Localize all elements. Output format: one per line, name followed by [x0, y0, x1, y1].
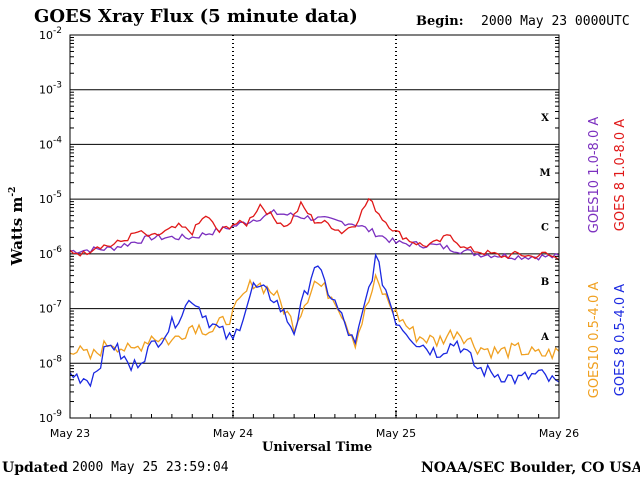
- chart-title: GOES Xray Flux (5 minute data): [34, 6, 358, 27]
- series-line: [69, 208, 560, 261]
- y-tick-label: 10-9: [39, 409, 62, 425]
- flare-class-label: X: [541, 113, 549, 124]
- flare-class-label: B: [541, 277, 549, 288]
- y-tick-base: 10: [39, 303, 53, 316]
- updated-value: 2000 May 25 23:59:04: [72, 460, 229, 475]
- flare-class-label: M: [539, 168, 550, 179]
- y-axis-label-text: Watts m: [8, 197, 26, 267]
- y-tick-exponent: -5: [53, 190, 62, 200]
- y-tick-label: 10-6: [39, 245, 62, 261]
- y-tick-exponent: -9: [53, 409, 62, 419]
- y-tick-base: 10: [39, 357, 53, 370]
- y-tick-exponent: -7: [53, 300, 62, 310]
- x-tick-label: May 23: [50, 427, 90, 440]
- y-tick-label: 10-4: [39, 135, 62, 151]
- series-layer: [69, 197, 560, 388]
- y-tick-label: 10-8: [39, 354, 62, 370]
- plot-frame: [69, 34, 560, 419]
- y-tick-label: 10-5: [39, 190, 62, 206]
- credit-line: NOAA/SEC Boulder, CO USA: [421, 460, 640, 476]
- grid-layer: [70, 35, 559, 418]
- updated-label: Updated: [2, 460, 69, 476]
- x-tick-label: May 25: [376, 427, 416, 440]
- y-tick-exponent: -2: [53, 26, 62, 36]
- y-tick-base: 10: [39, 193, 53, 206]
- y-axis-label: Watts m-2: [8, 187, 26, 267]
- y-tick-exponent: -3: [53, 81, 62, 91]
- y-tick-base: 10: [39, 84, 53, 97]
- flare-class-label: A: [540, 332, 549, 343]
- y-tick-base: 10: [39, 412, 53, 425]
- y-tick-label: 10-3: [39, 81, 62, 97]
- legend-entry: GOES 8 1.0-8.0 A: [613, 119, 628, 231]
- y-tick-exponent: -4: [53, 135, 62, 145]
- y-tick-label: 10-7: [39, 300, 62, 316]
- legend-entry: GOES 8 0.5-4.0 A: [613, 284, 628, 396]
- y-tick-base: 10: [39, 138, 53, 151]
- y-tick-base: 10: [39, 29, 53, 42]
- x-tick-label: May 24: [213, 427, 253, 440]
- legend-entry: GOES10 0.5-4.0 A: [587, 282, 602, 399]
- begin-label: Begin:: [416, 14, 464, 29]
- series-line: [69, 272, 560, 361]
- x-axis-label: Universal Time: [262, 440, 373, 455]
- legend-entry: GOES10 1.0-8.0 A: [587, 117, 602, 234]
- y-tick-exponent: -8: [53, 354, 62, 364]
- flare-class-label: C: [541, 223, 549, 234]
- begin-value: 2000 May 23 0000UTC: [481, 14, 630, 29]
- series-line: [69, 252, 560, 388]
- y-tick-exponent: -6: [53, 245, 62, 255]
- y-tick-base: 10: [39, 248, 53, 261]
- x-tick-label: May 26: [539, 427, 579, 440]
- legend-layer: GOES10 1.0-8.0 A GOES 8 1.0-8.0 A GOES10 0…: [587, 117, 628, 399]
- y-axis-label-superscript: -2: [8, 187, 18, 197]
- series-line: [69, 197, 560, 261]
- y-tick-label: 10-2: [39, 26, 62, 42]
